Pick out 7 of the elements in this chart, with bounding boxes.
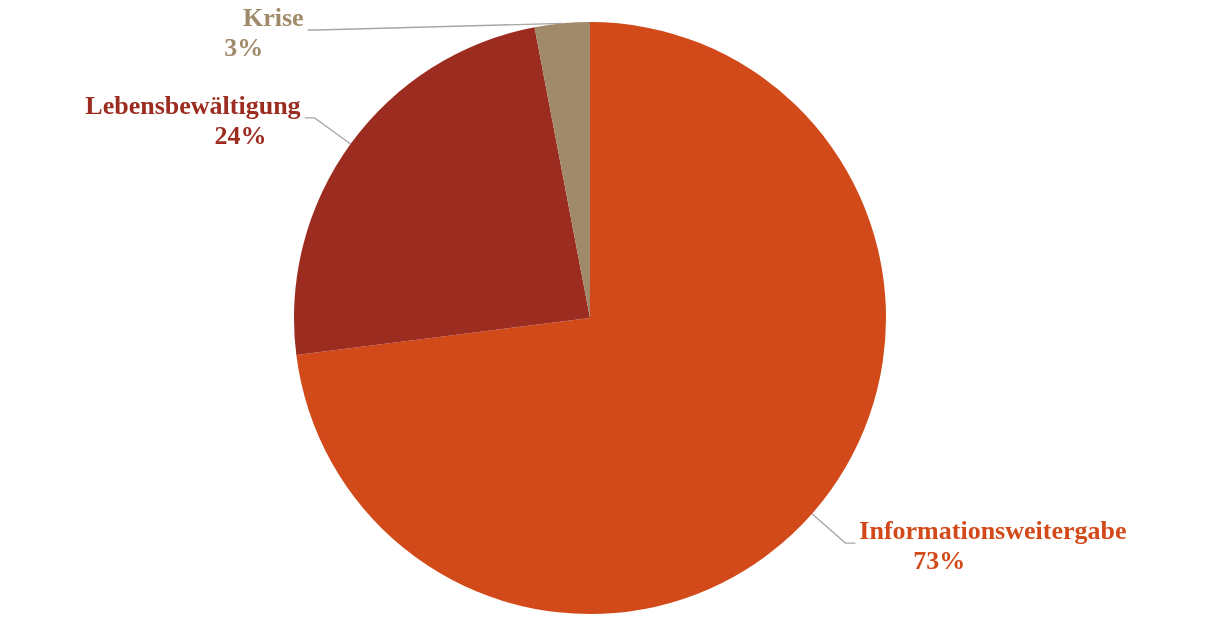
slice-label: Krise [243,3,304,32]
data-label: 24% [214,120,267,150]
pie-slice [534,22,590,318]
data-label: 73% [913,546,966,576]
slice-label: Informationsweitergabe [859,516,1127,546]
data-label: 3% [224,33,264,62]
slice-label: Lebensbewältigung [85,90,301,120]
